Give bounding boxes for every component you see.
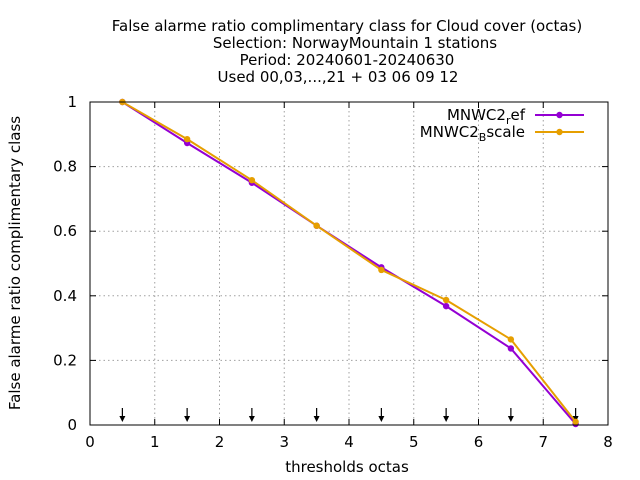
chart-title: False alarme ratio complimentary class f… xyxy=(112,17,582,86)
legend-label: MNWC2Bscale xyxy=(420,123,525,144)
x-tick-label: 8 xyxy=(603,433,613,451)
threshold-arrow-head xyxy=(378,416,385,422)
series-2 xyxy=(119,98,579,425)
threshold-arrow-head xyxy=(443,416,450,422)
data-point xyxy=(378,266,385,274)
data-point xyxy=(442,296,450,304)
data-point xyxy=(507,336,515,343)
x-tick-label: 7 xyxy=(538,433,548,451)
data-point xyxy=(507,345,515,352)
threshold-arrow xyxy=(184,408,191,422)
plot-frame xyxy=(89,101,609,426)
x-tick-label: 0 xyxy=(85,433,95,451)
title-line-1: False alarme ratio complimentary class f… xyxy=(112,17,582,35)
x-tick-label: 2 xyxy=(215,433,225,451)
y-tick-label: 0.4 xyxy=(53,287,77,305)
title-line-3: Period: 20240601-20240630 xyxy=(240,51,455,69)
legend-marker xyxy=(556,111,563,119)
x-tick-label: 4 xyxy=(344,433,354,451)
y-tick-label: 0.2 xyxy=(53,351,77,369)
title-line-4: Used 00,03,...,21 + 03 06 09 12 xyxy=(218,68,459,86)
legend-entry-1: MNWC2ref xyxy=(447,106,584,127)
axis-ticks: 0 1 2 3 4 5 6 7 8 0 0.2 0.4 0.6 0.8 1 xyxy=(53,93,613,451)
threshold-arrow xyxy=(378,408,385,422)
threshold-arrow xyxy=(119,408,126,422)
y-tick-label: 1 xyxy=(67,93,77,111)
x-tick-label: 1 xyxy=(150,433,160,451)
grid xyxy=(90,102,608,425)
threshold-arrow-head xyxy=(119,416,126,422)
threshold-arrow xyxy=(248,408,255,422)
data-point xyxy=(248,176,256,184)
data-point xyxy=(183,135,191,143)
threshold-arrow-head xyxy=(248,416,255,422)
threshold-arrow xyxy=(507,408,514,422)
y-tick-label: 0.6 xyxy=(53,222,77,240)
y-tick-label: 0.8 xyxy=(53,158,77,176)
legend-marker xyxy=(556,128,563,136)
data-point xyxy=(572,418,579,425)
threshold-arrow-head xyxy=(313,416,320,422)
series-line xyxy=(121,101,577,425)
series xyxy=(119,98,579,428)
threshold-arrow xyxy=(313,408,320,422)
y-axis-label: False alarme ratio complimentary class xyxy=(6,116,24,410)
data-point xyxy=(442,302,450,310)
legend-entry-2: MNWC2Bscale xyxy=(420,123,584,144)
threshold-arrows xyxy=(119,408,579,422)
x-tick-label: 5 xyxy=(409,433,419,451)
threshold-arrow-head xyxy=(184,416,191,422)
x-tick-label: 3 xyxy=(279,433,289,451)
data-point xyxy=(313,222,320,229)
y-tick-label: 0 xyxy=(67,416,77,434)
x-tick-label: 6 xyxy=(474,433,484,451)
threshold-arrow-head xyxy=(507,416,514,422)
threshold-arrow xyxy=(443,408,450,422)
x-axis-label: thresholds octas xyxy=(285,458,409,476)
legend-label: MNWC2ref xyxy=(447,106,526,127)
title-line-2: Selection: NorwayMountain 1 stations xyxy=(213,34,497,52)
series-line xyxy=(121,101,577,423)
